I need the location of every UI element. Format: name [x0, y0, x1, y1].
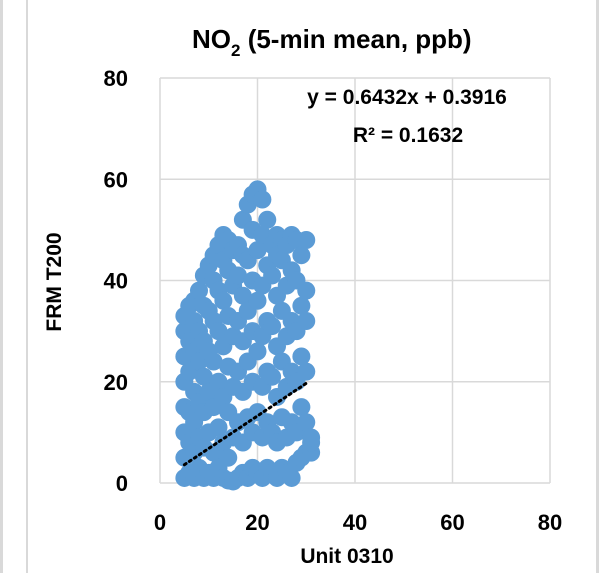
data-point	[194, 367, 213, 386]
data-point	[214, 291, 233, 310]
data-point	[204, 352, 223, 371]
x-tick-label: 20	[245, 510, 269, 535]
data-point	[219, 448, 238, 467]
data-point	[292, 296, 311, 315]
data-point	[292, 347, 311, 366]
data-point	[248, 291, 267, 310]
data-point	[263, 317, 282, 336]
y-tick-label: 20	[104, 370, 128, 395]
window-border-right	[596, 0, 599, 573]
data-point	[233, 286, 252, 305]
data-point	[297, 231, 316, 249]
r-squared-label: R² = 0.1632	[353, 124, 463, 147]
x-tick-label: 80	[538, 510, 562, 535]
data-point	[209, 322, 228, 341]
data-point	[263, 266, 282, 285]
x-tick-label: 60	[440, 510, 464, 535]
data-point	[248, 241, 267, 260]
data-point	[297, 413, 316, 432]
data-point	[302, 428, 321, 447]
chart-title: NO2 (5-min mean, ppb)	[192, 24, 472, 60]
data-point	[229, 266, 247, 285]
x-axis-title: Unit 0310	[300, 545, 393, 568]
y-axis-title: FRM T200	[43, 232, 66, 331]
x-tick-label: 0	[154, 510, 166, 535]
data-point	[209, 372, 228, 391]
data-point	[263, 367, 282, 386]
data-point	[297, 312, 316, 330]
data-point	[209, 418, 228, 437]
window-border-left	[0, 0, 3, 573]
y-tick-label: 60	[104, 167, 128, 192]
y-tick-label: 80	[104, 66, 128, 91]
trendline-equation: y = 0.6432x + 0.3916	[307, 86, 507, 109]
y-tick-label: 0	[116, 471, 128, 496]
window-divider	[26, 0, 28, 573]
data-point	[282, 468, 301, 487]
data-point	[292, 398, 311, 417]
data-points	[175, 180, 321, 491]
y-tick-label: 40	[104, 269, 128, 294]
data-point	[253, 190, 272, 209]
data-point	[292, 246, 311, 265]
trendline	[182, 381, 308, 467]
trendline-layer	[182, 381, 308, 467]
x-tick-label: 40	[343, 510, 367, 535]
data-point	[258, 210, 277, 229]
tick-labels: 0 20 40 60 80 0 20 40 60 80	[104, 66, 563, 535]
data-point	[297, 362, 316, 381]
data-point	[297, 281, 316, 300]
data-point	[248, 342, 267, 361]
data-point	[190, 281, 208, 300]
